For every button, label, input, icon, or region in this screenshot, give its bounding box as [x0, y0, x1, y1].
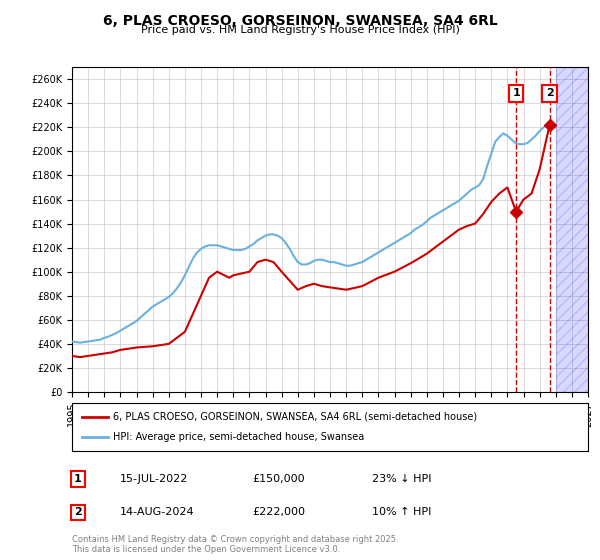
Text: 1: 1: [512, 88, 520, 98]
Text: 1: 1: [74, 474, 82, 484]
Text: 6, PLAS CROESO, GORSEINON, SWANSEA, SA4 6RL: 6, PLAS CROESO, GORSEINON, SWANSEA, SA4 …: [103, 14, 497, 28]
Text: 15-JUL-2022: 15-JUL-2022: [120, 474, 188, 484]
Text: 14-AUG-2024: 14-AUG-2024: [120, 507, 194, 517]
Text: £222,000: £222,000: [252, 507, 305, 517]
Text: £150,000: £150,000: [252, 474, 305, 484]
Text: HPI: Average price, semi-detached house, Swansea: HPI: Average price, semi-detached house,…: [113, 432, 365, 442]
Bar: [556, 67, 588, 392]
Text: 23% ↓ HPI: 23% ↓ HPI: [372, 474, 431, 484]
Text: 6, PLAS CROESO, GORSEINON, SWANSEA, SA4 6RL (semi-detached house): 6, PLAS CROESO, GORSEINON, SWANSEA, SA4 …: [113, 412, 478, 422]
Text: Price paid vs. HM Land Registry's House Price Index (HPI): Price paid vs. HM Land Registry's House …: [140, 25, 460, 35]
Text: 10% ↑ HPI: 10% ↑ HPI: [372, 507, 431, 517]
Text: Contains HM Land Registry data © Crown copyright and database right 2025.
This d: Contains HM Land Registry data © Crown c…: [72, 535, 398, 554]
Text: 2: 2: [74, 507, 82, 517]
Text: 2: 2: [546, 88, 553, 98]
